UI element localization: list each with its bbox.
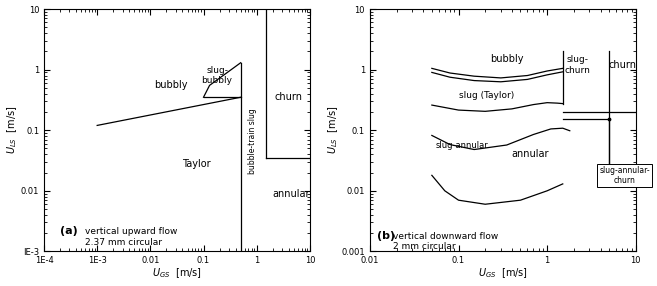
Text: bubbly: bubbly xyxy=(490,54,524,64)
Y-axis label: $U_{LS}$  [m/s]: $U_{LS}$ [m/s] xyxy=(327,106,340,154)
Y-axis label: $U_{LS}$  [m/s]: $U_{LS}$ [m/s] xyxy=(5,106,19,154)
Text: slug-annular-
churn: slug-annular- churn xyxy=(599,166,650,185)
Text: (a): (a) xyxy=(60,226,78,236)
Text: annular: annular xyxy=(512,149,549,159)
Text: churn: churn xyxy=(608,60,636,70)
X-axis label: $U_{GS}$  [m/s]: $U_{GS}$ [m/s] xyxy=(152,267,202,281)
Text: bubble-train slug: bubble-train slug xyxy=(248,109,258,174)
Text: (b): (b) xyxy=(377,231,395,241)
Text: slug-
bubbly: slug- bubbly xyxy=(202,66,233,85)
Text: slug (Taylor): slug (Taylor) xyxy=(459,91,514,100)
Text: vertical upward flow
2.37 mm circular: vertical upward flow 2.37 mm circular xyxy=(85,227,178,247)
Text: slug-
churn: slug- churn xyxy=(564,55,591,75)
Text: annular: annular xyxy=(273,188,310,198)
Text: bubbly: bubbly xyxy=(154,80,188,90)
Text: slug-annular: slug-annular xyxy=(436,142,488,150)
Text: Taylor: Taylor xyxy=(183,159,211,169)
Text: churn: churn xyxy=(275,92,303,102)
Text: vertical downward flow
2 mm circular: vertical downward flow 2 mm circular xyxy=(392,232,498,251)
X-axis label: $U_{GS}$  [m/s]: $U_{GS}$ [m/s] xyxy=(478,267,528,281)
